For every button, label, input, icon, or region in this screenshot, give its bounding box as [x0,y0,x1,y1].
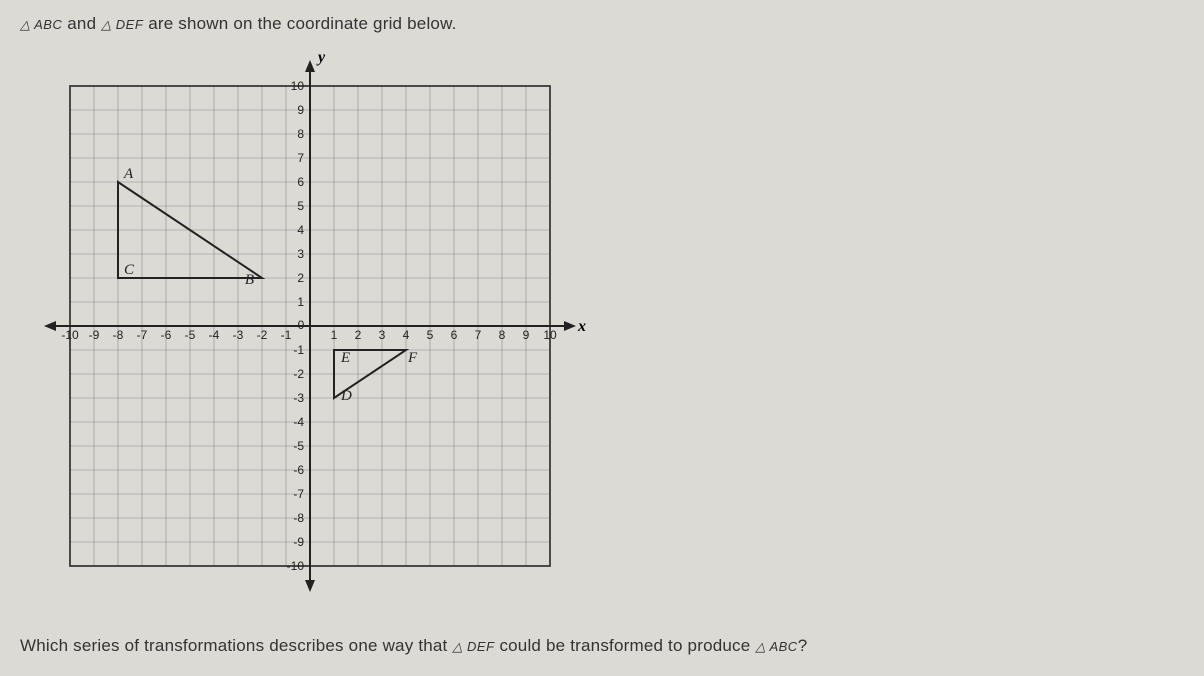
svg-text:-2: -2 [293,367,304,381]
svg-text:y: y [316,49,326,66]
svg-text:x: x [577,318,586,335]
svg-text:7: 7 [297,151,304,165]
triangle-abc-symbol-2: △ ABC [755,639,797,654]
svg-text:-1: -1 [281,328,292,342]
svg-text:4: 4 [403,328,410,342]
svg-text:-6: -6 [161,328,172,342]
svg-text:6: 6 [297,175,304,189]
svg-text:2: 2 [355,328,362,342]
svg-text:F: F [407,350,418,366]
svg-text:5: 5 [427,328,434,342]
svg-text:-5: -5 [293,439,304,453]
triangle-abc-symbol: △ ABC [20,17,62,32]
svg-text:D: D [340,388,352,404]
svg-text:8: 8 [499,328,506,342]
svg-text:-6: -6 [293,463,304,477]
svg-text:1: 1 [297,295,304,309]
svg-text:-1: -1 [293,343,304,357]
coordinate-grid-chart: yx-10-9-8-7-6-5-4-3-2-1012345678910-10-9… [30,46,590,606]
svg-text:-4: -4 [293,415,304,429]
svg-text:-7: -7 [137,328,148,342]
triangle-def-symbol: △ DEF [101,17,143,32]
svg-text:-2: -2 [257,328,268,342]
svg-text:A: A [123,166,134,182]
svg-text:3: 3 [297,247,304,261]
svg-text:-4: -4 [209,328,220,342]
svg-text:-8: -8 [113,328,124,342]
svg-text:9: 9 [523,328,530,342]
question-line-1: △ ABC and △ DEF are shown on the coordin… [20,14,1184,34]
svg-text:6: 6 [451,328,458,342]
svg-text:7: 7 [475,328,482,342]
svg-text:3: 3 [379,328,386,342]
svg-text:0: 0 [298,318,305,332]
svg-text:-3: -3 [293,391,304,405]
svg-text:1: 1 [331,328,338,342]
svg-text:B: B [245,272,254,288]
svg-text:-5: -5 [185,328,196,342]
svg-text:9: 9 [297,103,304,117]
svg-text:-9: -9 [293,535,304,549]
svg-text:C: C [124,262,135,278]
svg-text:10: 10 [543,328,557,342]
svg-text:-8: -8 [293,511,304,525]
svg-text:-7: -7 [293,487,304,501]
svg-text:-9: -9 [89,328,100,342]
svg-text:2: 2 [297,271,304,285]
svg-text:-3: -3 [233,328,244,342]
svg-text:8: 8 [297,127,304,141]
svg-text:-10: -10 [61,328,79,342]
svg-text:5: 5 [297,199,304,213]
triangle-def-symbol-2: △ DEF [452,639,494,654]
question-line-2: Which series of transformations describe… [20,636,807,656]
svg-text:10: 10 [291,79,305,93]
svg-text:-10: -10 [287,559,305,573]
svg-text:4: 4 [297,223,304,237]
svg-text:E: E [340,350,350,366]
